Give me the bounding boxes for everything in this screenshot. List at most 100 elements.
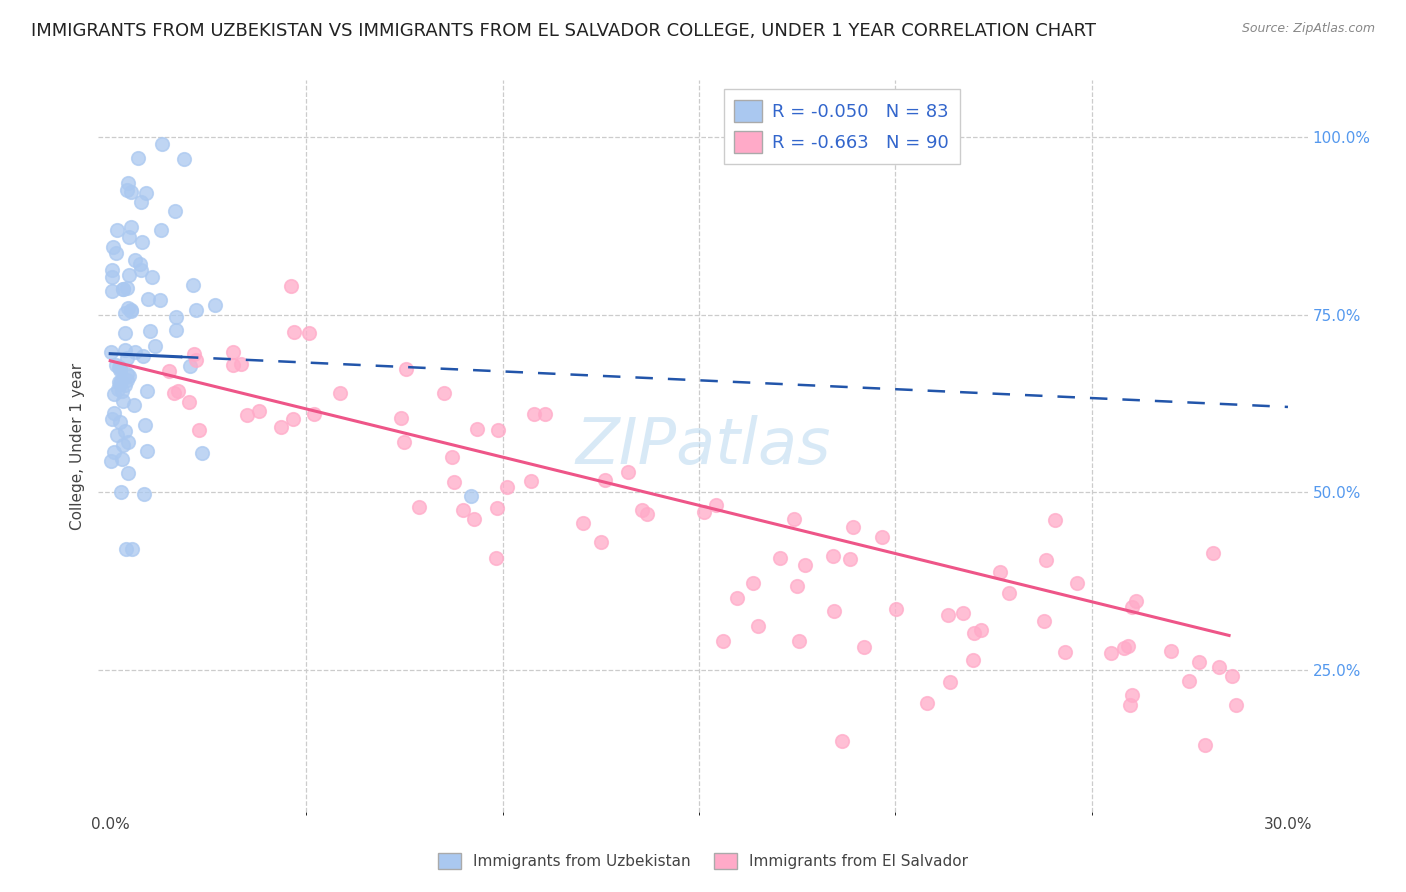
Point [460,489,482,503]
Point [120,303,142,318]
Point [711,634,734,648]
Point [222,344,245,359]
Point [704,499,727,513]
Point [110,485,132,500]
Point [236,408,259,422]
Point [108,375,131,389]
Point [110,415,132,429]
Point [100,345,122,359]
Point [742,576,765,591]
Point [591,535,613,549]
Point [463,512,485,526]
Point [115,184,138,198]
Point [122,399,145,413]
Point [114,425,136,439]
Point [128,257,150,271]
Point [111,438,134,452]
Text: ZIPatlas: ZIPatlas [575,415,831,477]
Point [392,435,415,450]
Point [101,240,124,254]
Point [107,382,129,396]
Point [304,407,326,421]
Point [1099,646,1122,660]
Point [124,345,146,359]
Point [101,269,124,284]
Point [112,394,135,409]
Point [572,516,595,530]
Point [394,362,416,376]
Point [139,324,162,338]
Point [486,423,509,437]
Point [440,450,463,464]
Point [100,412,122,426]
Point [111,282,134,296]
Point [121,541,143,556]
Point [184,302,207,317]
Point [329,386,352,401]
Point [221,359,243,373]
Point [118,369,141,384]
Point [485,551,508,566]
Point [1177,673,1199,688]
Point [853,640,876,654]
Point [884,602,907,616]
Point [616,465,638,479]
Legend: Immigrants from Uzbekistan, Immigrants from El Salvador: Immigrants from Uzbekistan, Immigrants f… [432,847,974,875]
Point [768,550,790,565]
Point [519,474,541,488]
Point [1119,698,1142,713]
Point [842,520,865,534]
Point [127,151,149,165]
Point [962,625,984,640]
Point [120,185,142,199]
Point [783,512,806,526]
Point [101,263,124,277]
Point [247,404,270,418]
Point [938,674,960,689]
Point [693,505,716,519]
Point [117,466,139,480]
Point [114,306,136,320]
Point [1188,655,1211,669]
Point [229,357,252,371]
Point [523,407,546,421]
Point [1194,738,1216,752]
Point [104,245,127,260]
Point [110,362,132,376]
Point [1053,645,1076,659]
Point [105,428,128,442]
Point [165,310,187,325]
Point [831,734,853,748]
Point [408,500,430,514]
Point [204,298,226,312]
Point [163,386,186,401]
Point [1035,553,1057,567]
Point [115,541,138,556]
Point [167,384,190,399]
Point [177,395,200,409]
Point [111,384,134,399]
Point [823,549,845,563]
Point [283,325,305,339]
Point [187,423,209,437]
Point [118,268,141,283]
Text: IMMIGRANTS FROM UZBEKISTAN VS IMMIGRANTS FROM EL SALVADOR COLLEGE, UNDER 1 YEAR : IMMIGRANTS FROM UZBEKISTAN VS IMMIGRANTS… [31,22,1095,40]
Point [105,223,128,237]
Point [952,606,974,620]
Point [191,446,214,460]
Point [136,384,159,398]
Point [111,282,134,296]
Point [131,194,153,209]
Point [117,367,139,381]
Point [150,137,173,152]
Point [823,604,845,618]
Point [157,364,180,378]
Legend: R = -0.050   N = 83, R = -0.663   N = 90: R = -0.050 N = 83, R = -0.663 N = 90 [724,89,960,164]
Point [451,503,474,517]
Point [794,558,817,573]
Point [108,376,131,391]
Point [1121,688,1143,702]
Point [593,473,616,487]
Point [1121,600,1143,615]
Point [1225,698,1247,713]
